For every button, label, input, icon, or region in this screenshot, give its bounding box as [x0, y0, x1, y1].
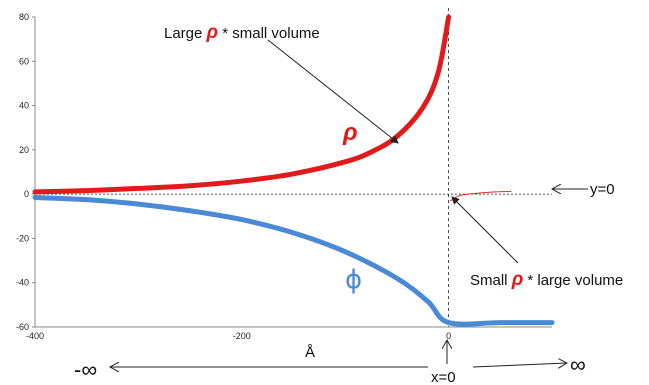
phi-curve-label: ϕ: [345, 265, 362, 295]
large-rho-symbol: ρ: [206, 22, 219, 43]
x-zero-label: x=0: [431, 369, 456, 385]
small-rho-arrow: [451, 196, 519, 264]
y-tick-label: -20: [16, 233, 29, 243]
pos-infinity-label: ∞: [570, 352, 586, 377]
y-zero-label: y=0: [590, 181, 615, 198]
small-rho-suffix: * large volume: [523, 272, 623, 289]
small-rho-tail-line: [450, 190, 512, 202]
pos-infinity-arrow: [472, 363, 567, 367]
large-rho-arrow: [267, 39, 399, 144]
x-tick-label: 0: [446, 331, 451, 341]
rho-series-line: [32, 14, 452, 195]
small-rho-prefix: Small: [470, 272, 512, 289]
x-tick-label: -400: [26, 331, 44, 341]
large-rho-suffix: * small volume: [218, 25, 320, 42]
phi-series-line: [32, 194, 555, 327]
x-unit-label: Å: [305, 344, 315, 361]
x-tick-label: -200: [233, 331, 251, 341]
neg-infinity-label: -∞: [74, 357, 97, 382]
large-rho-prefix: Large: [164, 25, 207, 42]
y-tick-label: 80: [19, 12, 29, 22]
y-tick-label: 40: [19, 101, 29, 111]
y-tick-label: 60: [19, 56, 29, 66]
y-tick-label: 0: [24, 189, 29, 199]
small-rho-annotation: Small ρ * large volume: [470, 269, 623, 290]
x-tick-labels: -400 -200 0: [26, 331, 451, 341]
rho-curve-label: ρ: [342, 119, 358, 146]
large-rho-annotation: Large ρ * small volume: [164, 22, 320, 43]
y-tick-label: -40: [16, 278, 29, 288]
y-tick-label: 20: [19, 145, 29, 155]
y-tick-label: -60: [16, 322, 29, 332]
small-rho-symbol: ρ: [511, 269, 524, 290]
y-tick-labels: 80 60 40 20 0 -20 -40 -60: [16, 12, 35, 332]
